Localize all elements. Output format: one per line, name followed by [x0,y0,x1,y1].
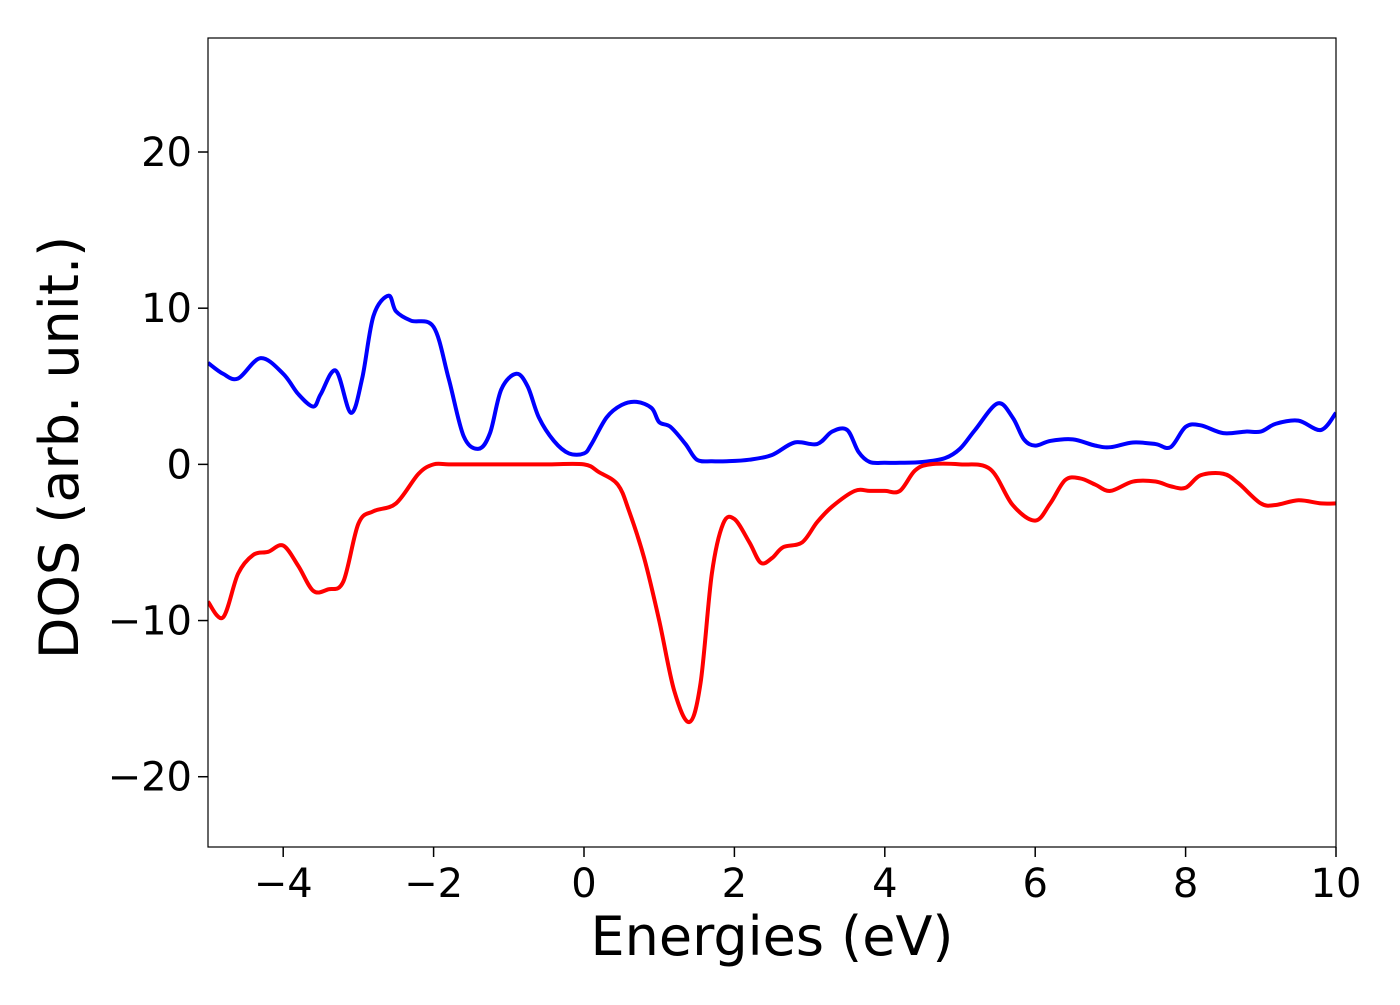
y-tick-label: −20 [108,755,192,801]
x-tick-label: 0 [571,861,596,907]
y-tick-label: 10 [141,286,192,332]
x-axis-ticks: −4 −2 0 2 4 6 8 10 [254,847,1362,907]
x-tick-label: 4 [872,861,897,907]
x-tick-label: 2 [722,861,747,907]
x-axis-title: Energies (eV) [591,905,954,968]
x-tick-label: 8 [1173,861,1198,907]
series-line-2 [208,461,1336,725]
x-tick-label: 10 [1311,861,1362,907]
plot-frame [207,37,1337,848]
y-tick-label: 0 [167,442,192,488]
series-line-1 [208,293,1336,466]
y-tick-label: −10 [108,599,192,645]
x-tick-label: −4 [254,861,313,907]
y-tick-label: 20 [141,130,192,176]
x-tick-label: −2 [404,861,463,907]
x-tick-label: 6 [1022,861,1047,907]
series-layer [208,293,1336,725]
y-axis-ticks: −20 −10 0 10 20 [108,130,208,801]
y-axis-title: DOS (arb. unit.) [28,236,91,659]
